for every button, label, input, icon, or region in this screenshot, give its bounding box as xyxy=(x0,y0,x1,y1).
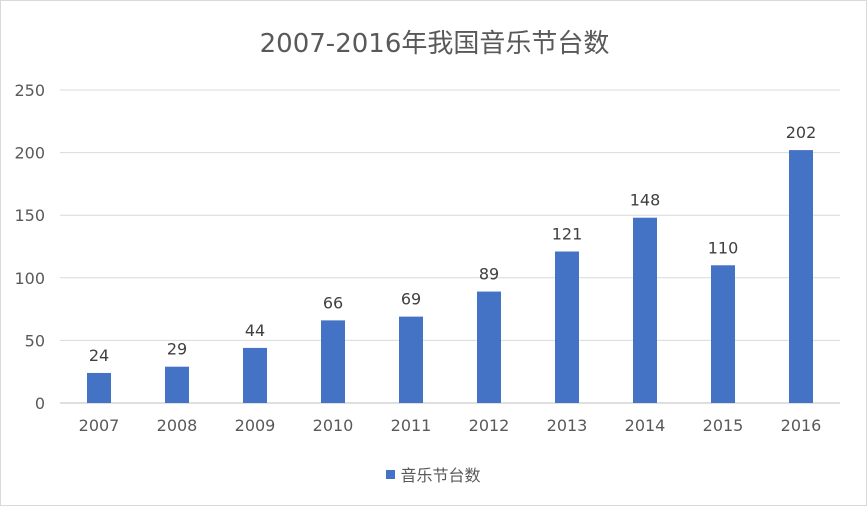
data-label: 148 xyxy=(630,191,661,210)
bar xyxy=(633,217,657,403)
data-label: 121 xyxy=(552,225,583,244)
data-label: 110 xyxy=(708,238,739,257)
bar xyxy=(711,265,735,403)
data-label: 29 xyxy=(167,340,187,359)
y-tick-label: 100 xyxy=(14,269,45,288)
data-label: 89 xyxy=(479,265,499,284)
bar xyxy=(555,251,579,403)
legend: 音乐节台数 xyxy=(0,462,867,486)
y-tick-label: 200 xyxy=(14,144,45,163)
bar xyxy=(477,291,501,403)
x-tick-label: 2013 xyxy=(547,416,588,435)
data-label: 66 xyxy=(323,293,343,312)
chart-title: 2007-2016年我国音乐节台数 xyxy=(259,29,610,59)
x-tick-label: 2014 xyxy=(625,416,666,435)
x-tick-label: 2008 xyxy=(157,416,198,435)
legend-swatch xyxy=(386,469,396,479)
data-label: 24 xyxy=(89,346,109,365)
data-label: 69 xyxy=(401,290,421,309)
data-label: 202 xyxy=(786,123,817,142)
bar xyxy=(789,150,813,403)
x-tick-label: 2016 xyxy=(781,416,822,435)
x-tick-label: 2015 xyxy=(703,416,744,435)
bar xyxy=(243,347,267,403)
y-tick-label: 150 xyxy=(14,206,45,225)
x-tick-label: 2011 xyxy=(391,416,432,435)
y-tick-label: 250 xyxy=(14,81,45,100)
bar xyxy=(399,316,423,403)
legend-label: 音乐节台数 xyxy=(400,466,481,485)
data-label: 44 xyxy=(245,321,265,340)
bar xyxy=(87,372,111,403)
bar xyxy=(165,366,189,403)
x-tick-label: 2007 xyxy=(79,416,120,435)
bar xyxy=(321,320,345,403)
y-tick-label: 50 xyxy=(25,331,45,350)
x-tick-label: 2010 xyxy=(313,416,354,435)
x-tick-label: 2012 xyxy=(469,416,510,435)
x-tick-label: 2009 xyxy=(235,416,276,435)
y-tick-label: 0 xyxy=(35,394,45,413)
